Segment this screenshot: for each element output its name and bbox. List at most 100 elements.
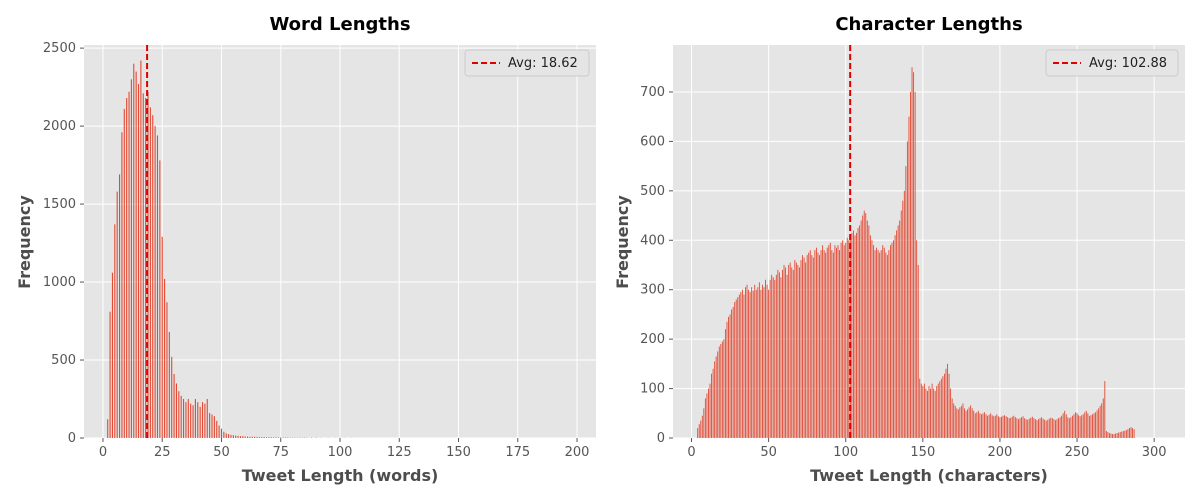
histogram-bar [199,406,201,438]
histogram-bar [178,391,180,438]
histogram-bar [797,264,799,438]
histogram-bar [1001,416,1002,438]
histogram-bar [1095,412,1097,438]
histogram-bar [1051,418,1053,438]
histogram-bar [1084,412,1086,438]
y-tick-label: 600 [640,134,665,149]
histogram-bar [126,98,128,439]
histogram-bar [860,220,862,438]
histogram-bar [848,240,850,438]
histogram-bar [1132,428,1134,438]
y-tick-label: 200 [640,332,665,347]
histogram-bar [1116,433,1118,438]
histogram-bar [836,247,837,438]
histogram-bar [874,250,876,438]
histogram-bar [903,190,905,438]
y-tick-label: 500 [640,184,665,199]
histogram-bar [1008,418,1010,438]
histogram-bar [889,245,891,438]
y-tick-label: 1500 [43,197,76,212]
histogram-bar [1062,413,1064,438]
histogram-bar [724,329,726,438]
histogram-bar [999,417,1001,438]
histogram-bar [845,242,847,438]
histogram-bar [1034,419,1036,438]
histogram-bar [914,91,916,438]
histogram-bar [168,331,170,438]
histogram-bar [922,386,924,438]
histogram-bar [765,279,766,438]
x-tick-label: 150 [446,445,471,460]
histogram-bar [1022,416,1024,438]
histogram-bar [1125,430,1127,438]
histogram-bar [734,302,736,438]
histogram-bar [133,63,135,438]
histogram-bar [1079,416,1081,438]
histogram-bar [990,413,992,438]
histogram-bar [919,378,921,438]
histogram-bar [251,436,253,438]
histogram-bar [769,279,771,438]
histogram-bar [947,363,948,438]
histogram-bar [752,290,754,438]
histogram-bar [1108,433,1110,438]
char-legend: Avg: 102.88 [1045,49,1179,77]
histogram-bar [873,245,874,438]
histogram-bar [843,245,845,438]
histogram-bar [1030,417,1032,438]
histogram-bar [831,250,833,438]
histogram-bar [714,361,716,438]
histogram-bar [905,166,907,438]
histogram-bar [965,410,967,438]
histogram-bar [137,83,140,438]
histogram-bar [213,416,215,438]
histogram-bar [794,260,796,438]
histogram-bar [916,240,918,438]
histogram-bar [817,252,819,438]
histogram-bar [893,240,894,438]
histogram-bar [235,435,237,438]
histogram-bar [820,250,822,438]
histogram-bar [701,415,703,438]
char-legend-label: Avg: 102.88 [1089,56,1167,71]
histogram-bar [795,262,797,438]
y-tick-label: 400 [640,233,665,248]
word-legend-box [464,49,590,77]
histogram-bar [114,224,116,438]
y-tick-label: 700 [640,85,665,100]
histogram-bar [242,436,244,438]
histogram-bar [1096,410,1098,438]
histogram-bar [840,242,842,438]
histogram-bar [704,398,706,438]
histogram-bar [751,287,753,438]
histogram-bar [814,250,816,438]
histogram-bar [846,237,848,438]
histogram-bar [697,428,699,438]
x-tick-label: 75 [272,445,289,460]
histogram-bar [799,267,800,438]
histogram-bar [754,284,756,438]
histogram-bar [956,408,958,438]
histogram-bar [1016,418,1018,438]
histogram-bar [1124,430,1126,438]
histogram-bar [1053,419,1055,438]
histogram-bar [866,220,868,438]
word-chart-title: Word Lengths [269,14,410,35]
histogram-bar [1082,414,1084,438]
histogram-bar [959,407,961,438]
histogram-bar [1048,418,1050,438]
histogram-bar [1122,431,1124,438]
histogram-bar [1133,429,1135,438]
histogram-bar [731,309,733,438]
histogram-bar [1058,418,1059,438]
histogram-bar [237,435,239,438]
histogram-bar [708,388,709,438]
histogram-bar [897,225,899,438]
histogram-bar [107,419,109,438]
histogram-bar [911,67,913,438]
histogram-bar [837,245,839,438]
histogram-bar [190,403,192,438]
histogram-bar [951,398,953,438]
histogram-bar [822,245,824,438]
histogram-bar [130,79,132,439]
